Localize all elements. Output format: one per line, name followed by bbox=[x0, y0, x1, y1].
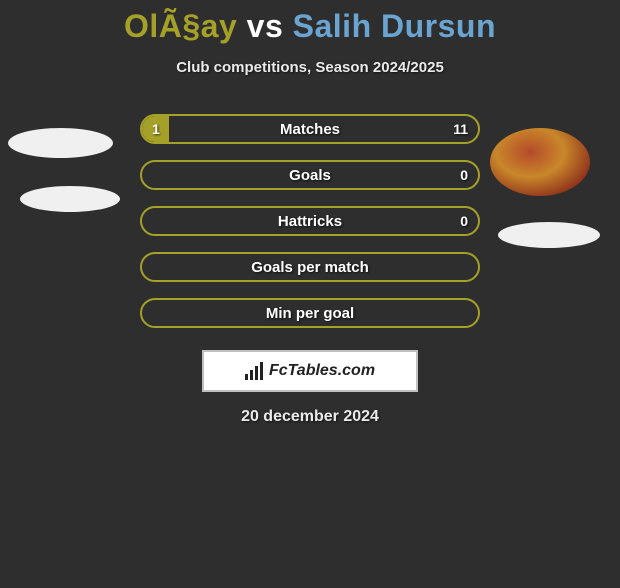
logo-bars-icon bbox=[245, 362, 263, 380]
stats-container: 1Matches11Goals0Hattricks0Goals per matc… bbox=[140, 114, 480, 328]
page-title: OlÃ§ay vs Salih Dursun bbox=[0, 8, 620, 45]
stat-label: Goals bbox=[142, 162, 478, 188]
stat-row: Hattricks0 bbox=[140, 206, 480, 236]
subtitle: Club competitions, Season 2024/2025 bbox=[0, 59, 620, 76]
stat-label: Hattricks bbox=[142, 208, 478, 234]
vs-text: vs bbox=[247, 8, 284, 44]
stat-row: Goals per match bbox=[140, 252, 480, 282]
player2-club-placeholder bbox=[498, 222, 600, 248]
stat-label: Min per goal bbox=[142, 300, 478, 326]
player1-club-placeholder bbox=[20, 186, 120, 212]
stat-row: Min per goal bbox=[140, 298, 480, 328]
stat-right-value: 0 bbox=[460, 208, 468, 234]
player2-name: Salih Dursun bbox=[293, 8, 496, 44]
player2-avatar bbox=[490, 128, 590, 196]
date-text: 20 december 2024 bbox=[0, 408, 620, 426]
stat-label: Goals per match bbox=[142, 254, 478, 280]
stat-right-value: 0 bbox=[460, 162, 468, 188]
player1-avatar-placeholder bbox=[8, 128, 113, 158]
site-logo[interactable]: FcTables.com bbox=[202, 350, 418, 392]
player1-name: OlÃ§ay bbox=[124, 8, 237, 44]
logo-text: FcTables.com bbox=[269, 362, 375, 380]
stat-row: 1Matches11 bbox=[140, 114, 480, 144]
stat-label: Matches bbox=[142, 116, 478, 142]
stat-right-value: 11 bbox=[453, 116, 468, 142]
stat-row: Goals0 bbox=[140, 160, 480, 190]
